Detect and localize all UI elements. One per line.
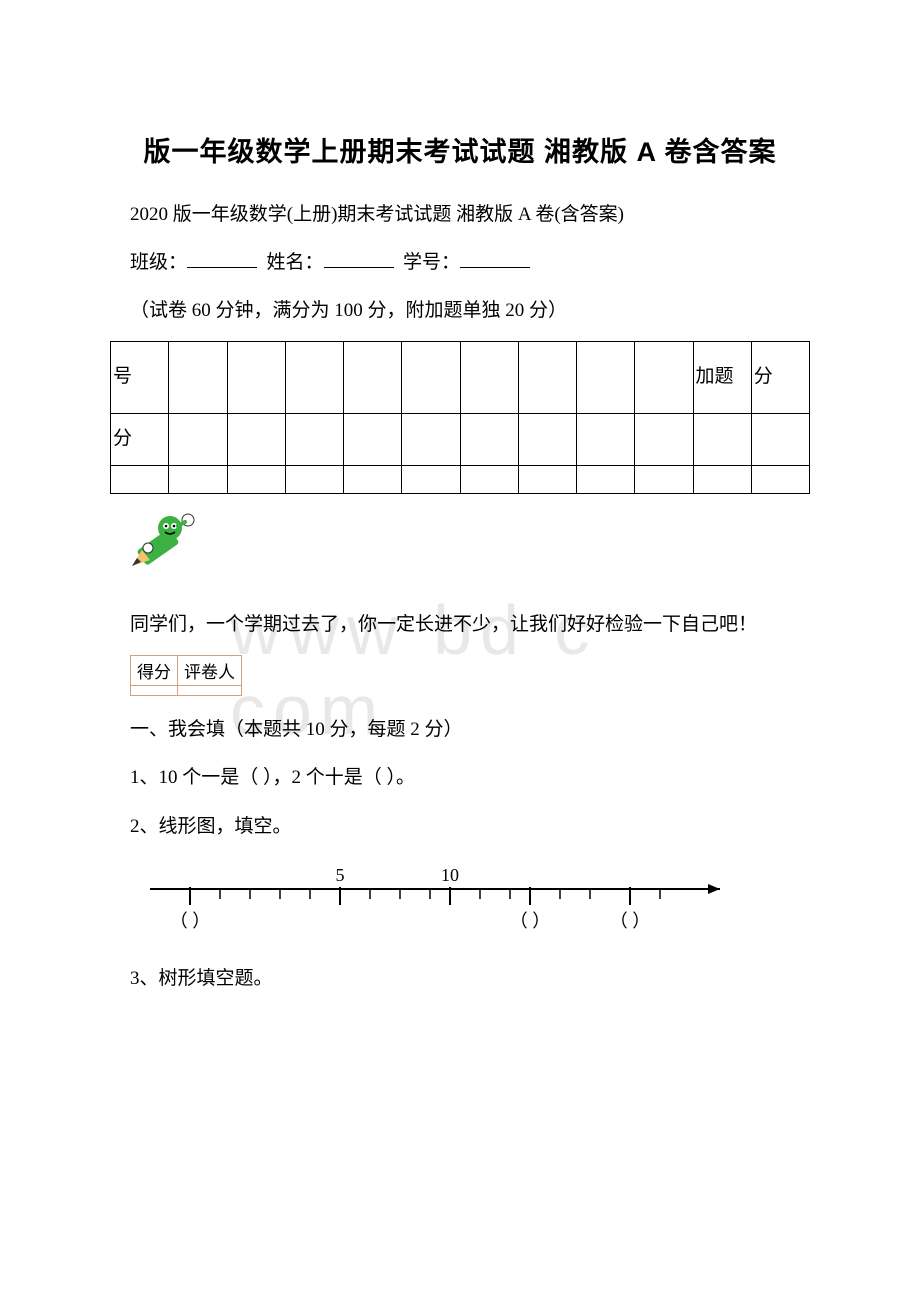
score-header-cell — [169, 342, 227, 414]
svg-text:（ ）: （ ） — [610, 911, 651, 931]
score-blank-cell — [460, 466, 518, 494]
question-2: 2、线形图，填空。 — [110, 809, 810, 845]
score-header-cell — [227, 342, 285, 414]
score-cell[interactable] — [518, 414, 576, 466]
class-label: 班级： — [130, 252, 187, 273]
score-header-cell — [518, 342, 576, 414]
score-cell[interactable] — [344, 414, 402, 466]
score-cell[interactable] — [227, 414, 285, 466]
intro-text: 同学们，一个学期过去了，你一定长进不少，让我们好好检验一下自己吧！ — [110, 607, 810, 643]
score-blank-cell — [227, 466, 285, 494]
score-header-number: 号 — [111, 342, 169, 414]
score-table-row-blank — [111, 466, 810, 494]
score-header-cell — [577, 342, 635, 414]
score-blank-cell — [751, 466, 809, 494]
score-cell[interactable] — [169, 414, 227, 466]
pencil-mascot-icon — [130, 508, 810, 583]
grader-person-label: 评卷人 — [178, 656, 242, 686]
score-label: 分 — [111, 414, 169, 466]
svg-text:（ ）: （ ） — [170, 911, 211, 931]
score-blank-cell — [169, 466, 227, 494]
score-blank-cell — [344, 466, 402, 494]
student-no-label: 学号： — [403, 252, 460, 273]
score-cell[interactable] — [635, 414, 693, 466]
svg-text:（ ）: （ ） — [510, 911, 551, 931]
score-cell[interactable] — [693, 414, 751, 466]
student-info-line: 班级： 姓名： 学号： — [110, 245, 810, 281]
score-cell[interactable] — [460, 414, 518, 466]
score-blank-cell — [693, 466, 751, 494]
score-header-cell — [402, 342, 460, 414]
score-header-cell — [344, 342, 402, 414]
grader-person-cell[interactable] — [178, 686, 242, 696]
student-no-blank[interactable] — [460, 249, 530, 268]
score-blank-cell — [577, 466, 635, 494]
subtitle-line: 2020 版一年级数学(上册)期末考试试题 湘教版 A 卷(含答案) — [110, 197, 810, 233]
class-blank[interactable] — [187, 249, 257, 268]
document-title: 版一年级数学上册期末考试试题 湘教版 A 卷含答案 — [110, 130, 810, 169]
score-blank-cell — [518, 466, 576, 494]
score-cell[interactable] — [751, 414, 809, 466]
score-header-cell — [635, 342, 693, 414]
score-blank-cell — [111, 466, 169, 494]
score-table: 号 加题 分 分 — [110, 341, 810, 494]
svg-text:10: 10 — [441, 865, 459, 885]
score-cell[interactable] — [285, 414, 343, 466]
svg-text:5: 5 — [336, 865, 345, 885]
score-table-row-score: 分 — [111, 414, 810, 466]
score-header-cell — [285, 342, 343, 414]
timing-line: （试卷 60 分钟，满分为 100 分，附加题单独 20 分） — [110, 293, 810, 329]
grader-table: 得分 评卷人 — [130, 655, 242, 696]
score-blank-cell — [285, 466, 343, 494]
score-cell[interactable] — [402, 414, 460, 466]
name-label: 姓名： — [267, 252, 324, 273]
score-header-total: 分 — [751, 342, 809, 414]
grader-score-label: 得分 — [131, 656, 178, 686]
score-blank-cell — [635, 466, 693, 494]
score-header-cell — [460, 342, 518, 414]
score-cell[interactable] — [577, 414, 635, 466]
number-line-figure: （ ） 5 10 （ ） （ ） — [130, 861, 750, 941]
section-1-heading: 一、我会填（本题共 10 分，每题 2 分） — [110, 712, 810, 748]
score-header-addl: 加题 — [693, 342, 751, 414]
score-table-row-header: 号 加题 分 — [111, 342, 810, 414]
question-1: 1、10 个一是（ ），2 个十是（ ）。 — [110, 760, 810, 796]
grader-score-cell[interactable] — [131, 686, 178, 696]
name-blank[interactable] — [324, 249, 394, 268]
score-blank-cell — [402, 466, 460, 494]
question-3: 3、树形填空题。 — [110, 961, 810, 997]
